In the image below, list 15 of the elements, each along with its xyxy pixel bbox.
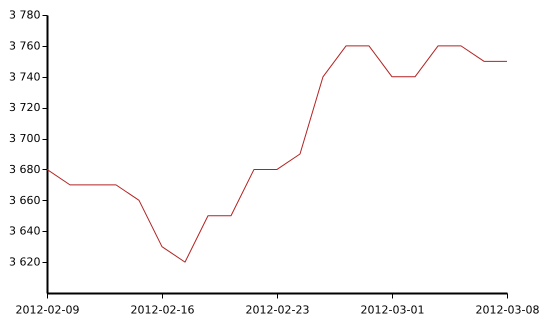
x-tick-label: 2012-02-09 [16,304,80,316]
x-tick-label: 2012-02-23 [246,304,310,316]
y-tick-label: 3 760 [9,39,40,52]
line-series [47,45,507,263]
y-tick-label: 3 640 [9,224,40,238]
y-tick-label: 3 780 [9,8,40,22]
y-tick-label: 3 740 [9,70,40,84]
y-tick-label: 3 680 [9,162,40,176]
x-tick-label: 2012-03-01 [360,304,424,316]
y-tick-label: 3 660 [9,194,40,207]
x-tick-label: 2012-03-08 [476,304,540,316]
y-tick-label: 3 620 [9,256,40,269]
x-tick-label: 2012-02-16 [130,304,194,316]
y-tick-label: 3 700 [9,132,40,146]
y-tick-label: 3 720 [9,101,40,114]
